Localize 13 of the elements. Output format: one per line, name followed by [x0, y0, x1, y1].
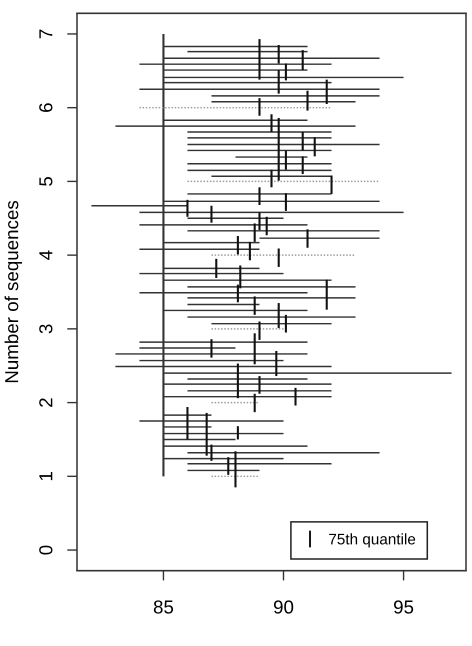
legend-label: 75th quantile	[329, 533, 416, 548]
y-tick-label: 5	[39, 176, 52, 186]
y-tick-label: 1	[39, 472, 52, 480]
y-tick-label: 0	[39, 546, 52, 555]
y-tick-label: 3	[39, 324, 52, 334]
x-tick-label: 95	[394, 600, 414, 614]
y-tick-label: 6	[39, 103, 52, 112]
y-axis-title: Number of sequences	[4, 200, 22, 382]
y-tick-label: 2	[39, 398, 52, 407]
x-tick-label: 85	[154, 600, 174, 614]
y-tick-label: 4	[39, 250, 52, 260]
y-tick-label: 7	[39, 30, 52, 38]
x-tick-label: 90	[274, 600, 294, 614]
